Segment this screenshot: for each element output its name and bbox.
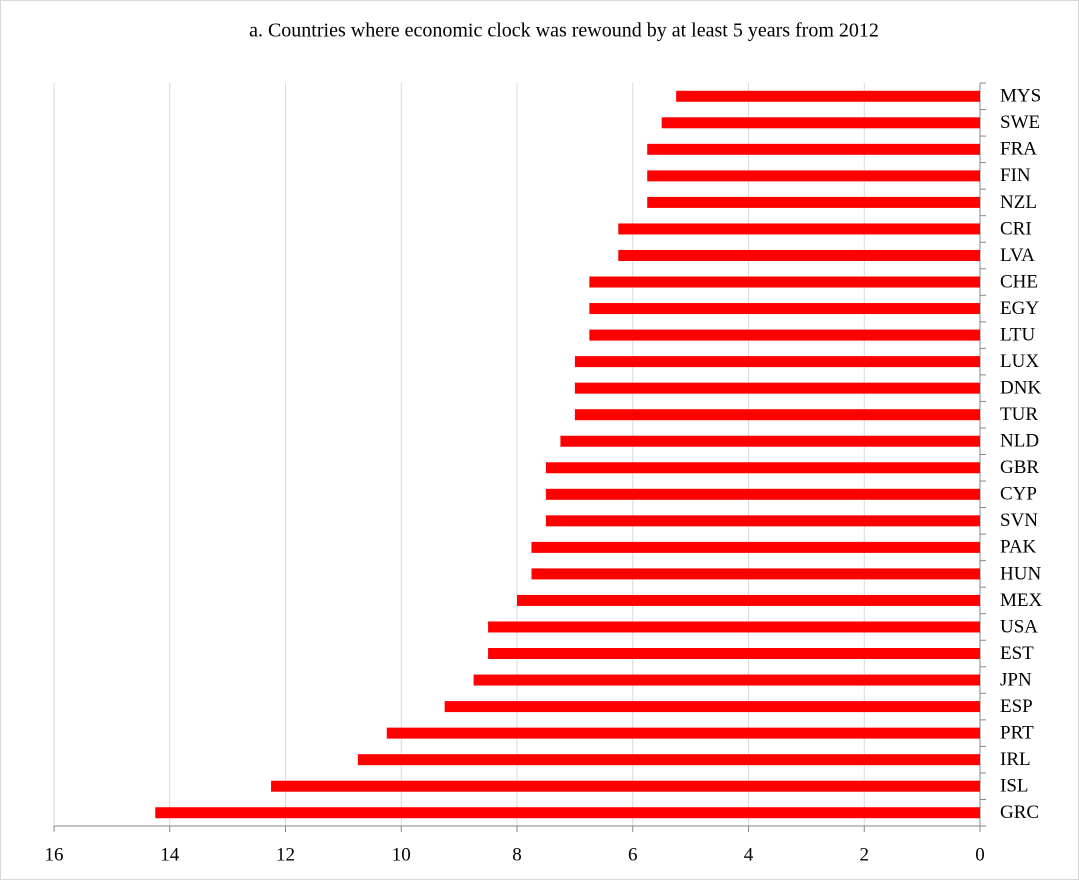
y-tick-label: DNK xyxy=(1000,378,1041,399)
bar xyxy=(647,196,980,208)
bar xyxy=(357,754,980,766)
x-tick-label: 12 xyxy=(276,844,295,865)
x-tick-label: 6 xyxy=(628,844,638,865)
bar xyxy=(589,276,980,288)
bar xyxy=(676,90,980,102)
y-tick-label: FIN xyxy=(1000,165,1031,186)
bar xyxy=(488,621,980,633)
y-tick-label: LTU xyxy=(1000,324,1035,345)
chart-title: a. Countries where economic clock was re… xyxy=(249,20,879,42)
y-tick-label: JPN xyxy=(1000,669,1032,690)
y-tick-label: PRT xyxy=(1000,722,1034,743)
bar xyxy=(574,382,980,394)
bar xyxy=(545,462,980,474)
y-tick-label: PAK xyxy=(1000,537,1037,558)
y-tick-label: SVN xyxy=(1000,510,1038,531)
x-tick-label: 10 xyxy=(392,844,411,865)
x-tick-label: 4 xyxy=(744,844,754,865)
bar xyxy=(473,674,980,686)
x-tick-label: 8 xyxy=(512,844,522,865)
bar xyxy=(517,594,980,606)
x-tick-label: 0 xyxy=(975,844,985,865)
y-tick-label: EGY xyxy=(1000,298,1039,319)
y-tick-label: LVA xyxy=(1000,245,1035,266)
y-tick-label: USA xyxy=(1000,616,1038,637)
y-tick-label: MEX xyxy=(1000,590,1043,611)
y-tick-label: EST xyxy=(1000,643,1034,664)
bar xyxy=(618,223,980,235)
x-tick-label: 16 xyxy=(45,844,64,865)
y-tick-label: CRI xyxy=(1000,218,1032,239)
bar xyxy=(488,648,980,660)
bar xyxy=(647,170,980,182)
y-tick-label: CHE xyxy=(1000,271,1038,292)
y-tick-label: ESP xyxy=(1000,696,1033,717)
bar xyxy=(574,356,980,368)
y-tick-label: HUN xyxy=(1000,563,1041,584)
y-tick-label: TUR xyxy=(1000,404,1038,425)
bar xyxy=(531,541,980,553)
bar xyxy=(589,329,980,341)
bar xyxy=(647,143,980,155)
bar xyxy=(155,807,980,819)
y-tick-label: ISL xyxy=(1000,776,1029,797)
bar xyxy=(661,117,980,129)
bar xyxy=(386,727,980,739)
bar xyxy=(560,435,980,447)
bar xyxy=(271,780,980,792)
bar xyxy=(545,515,980,527)
bar xyxy=(589,303,980,315)
y-tick-label: MYS xyxy=(1000,86,1041,107)
y-tick-label: GBR xyxy=(1000,457,1039,478)
y-tick-label: LUX xyxy=(1000,351,1039,372)
y-tick-label: SWE xyxy=(1000,112,1040,133)
bar xyxy=(531,568,980,580)
bar xyxy=(545,488,980,500)
y-tick-label: IRL xyxy=(1000,749,1031,770)
bar xyxy=(444,701,980,713)
x-tick-label: 14 xyxy=(160,844,180,865)
y-tick-label: GRC xyxy=(1000,802,1039,823)
x-tick-label: 2 xyxy=(860,844,870,865)
y-tick-label: NZL xyxy=(1000,192,1037,213)
y-tick-label: FRA xyxy=(1000,139,1037,160)
bar xyxy=(618,249,980,261)
y-tick-label: CYP xyxy=(1000,484,1037,505)
bar xyxy=(574,409,980,421)
y-tick-label: NLD xyxy=(1000,431,1039,452)
